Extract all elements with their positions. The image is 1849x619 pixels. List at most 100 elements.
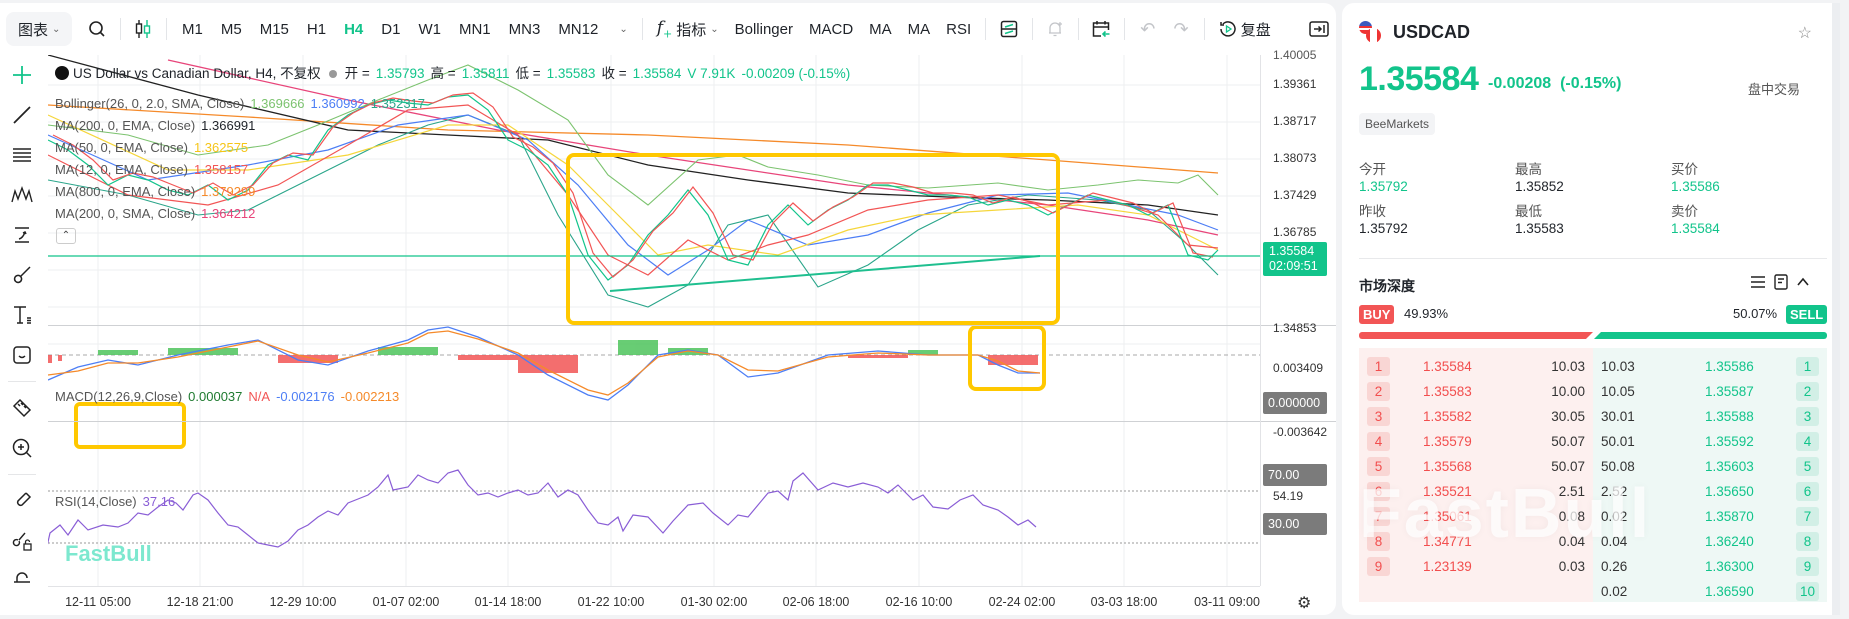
- chart-menu-button[interactable]: 图表 ⌄: [6, 12, 73, 46]
- chart-canvas[interactable]: [48, 55, 1260, 586]
- ma200-sma-legend[interactable]: MA(200, 0, SMA, Close) 1.364212: [55, 206, 261, 221]
- collapse-legend-button[interactable]: ⌃: [56, 228, 76, 244]
- quote-panel: USDCAD ☆ 1.35584 -0.00208 (-0.15%) 盘中交易 …: [1342, 3, 1840, 615]
- projection-tool[interactable]: [0, 215, 44, 255]
- price-axis[interactable]: 1.40005 1.39361 1.38717 1.38073 1.37429 …: [1260, 48, 1336, 586]
- bid-price: 1.35584: [1423, 359, 1472, 374]
- time-axis[interactable]: 12-11 05:00 12-18 21:00 12-29 10:00 01-0…: [48, 586, 1260, 615]
- ask-row[interactable]: 0.26 1.36300 9: [1593, 554, 1827, 579]
- period-m1[interactable]: M1: [182, 20, 203, 38]
- macd-legend[interactable]: MACD(12,26,9,Close) 0.000037 N/A -0.002176-…: [55, 389, 405, 404]
- ask-row[interactable]: 0.02 1.36590 10: [1593, 579, 1827, 604]
- stat-low: 最低 1.35583: [1515, 200, 1671, 236]
- period-d1[interactable]: D1: [381, 20, 401, 38]
- bid-price: 1.34771: [1423, 534, 1472, 549]
- scrollbar[interactable]: [1832, 3, 1840, 615]
- time-tick: 01-14 18:00: [474, 595, 542, 609]
- lock-drawing-tool[interactable]: [0, 521, 44, 561]
- bid-row[interactable]: 7 1.35061 0.08: [1359, 504, 1593, 529]
- trendline-icon: [13, 106, 31, 124]
- period-m15[interactable]: M15: [259, 20, 289, 38]
- favorite-button[interactable]: ☆: [1798, 23, 1812, 43]
- stat-value: 1.35586: [1671, 179, 1720, 194]
- brush-tool[interactable]: [0, 255, 44, 295]
- detail-view-button[interactable]: [1774, 274, 1788, 295]
- sell-badge: SELL: [1786, 305, 1828, 324]
- divider: [1359, 258, 1827, 259]
- emoji-tool[interactable]: [0, 335, 44, 375]
- ask-row[interactable]: 50.01 1.35592 4: [1593, 429, 1827, 454]
- indicator-ma-2[interactable]: MA: [907, 20, 931, 38]
- pane-divider[interactable]: [48, 421, 1336, 422]
- zoom-in-tool[interactable]: [0, 428, 44, 468]
- undo-button[interactable]: ↶: [1131, 12, 1164, 46]
- ma50-legend[interactable]: MA(50, 0, EMA, Close) 1.362575: [55, 140, 254, 155]
- chart-type-button[interactable]: [127, 12, 160, 46]
- chart-settings-button[interactable]: ⚙: [1297, 593, 1311, 613]
- search-button[interactable]: [80, 12, 113, 46]
- replay-button[interactable]: 复盘: [1211, 12, 1279, 46]
- price-change: -0.00208 (-0.15%): [1488, 75, 1621, 93]
- fib-tool[interactable]: [0, 135, 44, 175]
- period-mn3[interactable]: MN3: [508, 20, 541, 38]
- bid-row[interactable]: 2 1.35583 10.00: [1359, 379, 1593, 404]
- bid-row[interactable]: 9 1.23139 0.03: [1359, 554, 1593, 579]
- trendline-tool[interactable]: [0, 95, 44, 135]
- go-to-date-button[interactable]: [1085, 12, 1118, 46]
- period-mn1[interactable]: MN1: [458, 20, 491, 38]
- pane-divider[interactable]: [48, 325, 1336, 326]
- ask-row[interactable]: 2.52 1.35650 6: [1593, 479, 1827, 504]
- ask-row[interactable]: 10.05 1.35587 2: [1593, 379, 1827, 404]
- rsi-legend[interactable]: RSI(14,Close) 37.16: [55, 494, 181, 509]
- alert-button[interactable]: [1038, 12, 1071, 46]
- indicator-macd[interactable]: MACD: [809, 20, 854, 38]
- bid-qty: 30.05: [1551, 409, 1585, 424]
- indicators-button[interactable]: f+ 指标 ⌄: [649, 12, 727, 46]
- bid-row[interactable]: 5 1.35568 50.07: [1359, 454, 1593, 479]
- bid-row[interactable]: 3 1.35582 30.05: [1359, 404, 1593, 429]
- bid-row[interactable]: 8 1.34771 0.04: [1359, 529, 1593, 554]
- ask-row[interactable]: 30.01 1.35588 3: [1593, 404, 1827, 429]
- bollinger-legend[interactable]: Bollinger(26, 0, 2.0, SMA, Close) 1.36966…: [55, 96, 431, 111]
- time-tick: 03-11 09:00: [1194, 595, 1260, 609]
- period-w1[interactable]: W1: [418, 20, 441, 38]
- bid-row[interactable]: 1 1.35584 10.03: [1359, 354, 1593, 379]
- broker-badge[interactable]: BeeMarkets: [1359, 113, 1436, 135]
- projection-icon: [15, 227, 29, 243]
- list-view-button[interactable]: [1750, 275, 1766, 294]
- ma12-legend[interactable]: MA(12, 0, EMA, Close) 1.358157: [55, 162, 254, 177]
- ask-row[interactable]: 0.02 1.35870 7: [1593, 504, 1827, 529]
- collapse-panel-button[interactable]: [1303, 12, 1336, 46]
- high-value: 1.35811: [461, 66, 510, 81]
- indicator-bollinger[interactable]: Bollinger: [734, 20, 793, 38]
- price-tick: 1.38717: [1273, 114, 1317, 128]
- unlock-tool[interactable]: [0, 561, 44, 601]
- layout-button[interactable]: [992, 12, 1025, 46]
- indicator-ma-1[interactable]: MA: [869, 20, 892, 38]
- period-m5[interactable]: M5: [220, 20, 242, 38]
- collapse-depth-button[interactable]: [1796, 275, 1810, 294]
- text-tool[interactable]: [0, 295, 44, 335]
- chevron-down-icon: ⌄: [52, 23, 61, 35]
- crosshair-tool[interactable]: [0, 55, 44, 95]
- indicator-name: MA(12, 0, EMA, Close): [55, 162, 188, 177]
- measure-tool[interactable]: [0, 388, 44, 428]
- ask-row[interactable]: 50.08 1.35603 5: [1593, 454, 1827, 479]
- indicator-rsi[interactable]: RSI: [946, 20, 972, 38]
- redo-button[interactable]: ↷: [1164, 12, 1197, 46]
- ask-row[interactable]: 10.03 1.35586 1: [1593, 354, 1827, 379]
- bid-row[interactable]: 4 1.35579 50.07: [1359, 429, 1593, 454]
- bid-price: 1.35521: [1423, 484, 1472, 499]
- session-status: 盘中交易: [1747, 82, 1800, 97]
- more-periods-button[interactable]: ⌄: [607, 12, 635, 46]
- symbol-header: USDCAD: [1359, 21, 1470, 43]
- period-h1[interactable]: H1: [306, 20, 327, 38]
- bid-row[interactable]: 6 1.35521 2.51: [1359, 479, 1593, 504]
- pattern-tool[interactable]: [0, 175, 44, 215]
- magnet-tool[interactable]: [0, 481, 44, 521]
- period-mn12[interactable]: MN12: [558, 20, 599, 38]
- ma200-ema-legend[interactable]: MA(200, 0, EMA, Close) 1.366991: [55, 118, 261, 133]
- period-h4[interactable]: H4: [344, 20, 364, 38]
- ma800-legend[interactable]: MA(800, 0, EMA, Close) 1.379299: [55, 184, 261, 199]
- ask-row[interactable]: 0.04 1.36240 8: [1593, 529, 1827, 554]
